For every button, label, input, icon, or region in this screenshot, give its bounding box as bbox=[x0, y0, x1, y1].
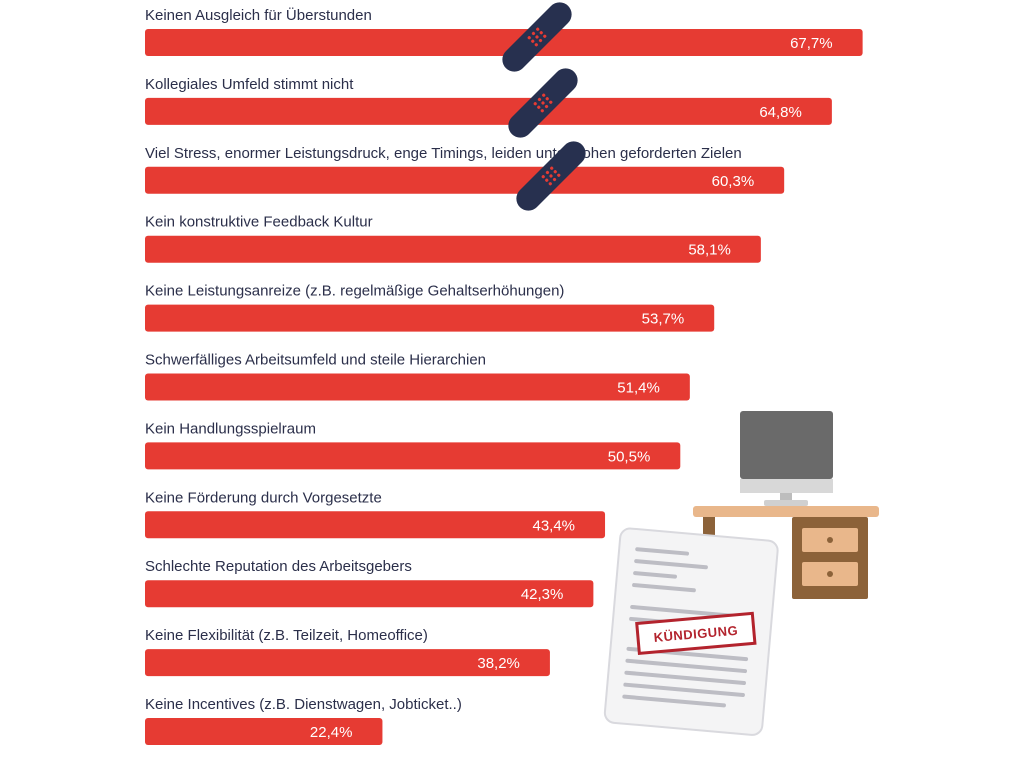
category-label: Keine Förderung durch Vorgesetzte bbox=[145, 489, 382, 506]
bar bbox=[145, 97, 832, 125]
value-label: 51,4% bbox=[617, 380, 660, 397]
desk-monitor-illustration bbox=[693, 411, 879, 599]
category-label: Schlechte Reputation des Arbeitsgebers bbox=[145, 558, 412, 575]
value-label: 42,3% bbox=[521, 586, 564, 603]
category-label: Keine Flexibilität (z.B. Teilzeit, Homeo… bbox=[145, 627, 428, 644]
termination-letter-illustration: KÜNDIGUNG bbox=[603, 527, 779, 736]
category-label: Keine Incentives (z.B. Dienstwagen, Jobt… bbox=[145, 696, 462, 713]
category-label: Schwerfälliges Arbeitsumfeld und steile … bbox=[145, 352, 486, 369]
bar bbox=[145, 580, 594, 608]
category-label: Kein Handlungsspielraum bbox=[145, 420, 316, 437]
category-label: Viel Stress, enormer Leistungsdruck, eng… bbox=[145, 145, 742, 162]
bar bbox=[145, 442, 681, 470]
category-label: Keine Leistungsanreize (z.B. regelmäßige… bbox=[145, 283, 564, 300]
bar bbox=[145, 511, 606, 539]
stamp-text: KÜNDIGUNG bbox=[653, 623, 739, 645]
bandage-icon bbox=[516, 141, 586, 211]
bar bbox=[145, 373, 690, 401]
bar bbox=[145, 166, 785, 194]
value-label: 53,7% bbox=[642, 311, 685, 328]
bandage-icon bbox=[508, 68, 578, 138]
value-label: 60,3% bbox=[712, 173, 755, 190]
value-label: 43,4% bbox=[532, 517, 575, 534]
value-label: 22,4% bbox=[310, 724, 353, 741]
category-label: Keinen Ausgleich für Überstunden bbox=[145, 6, 372, 24]
value-label: 67,7% bbox=[790, 35, 833, 52]
stamp: KÜNDIGUNG bbox=[635, 611, 757, 655]
value-label: 64,8% bbox=[759, 104, 802, 121]
category-label: Kollegiales Umfeld stimmt nicht bbox=[145, 76, 354, 93]
value-label: 58,1% bbox=[688, 242, 731, 259]
bar bbox=[145, 235, 761, 263]
bar bbox=[145, 29, 863, 56]
bars-layer: Keinen Ausgleich für Überstunden 67,7% Kol… bbox=[145, 6, 863, 745]
value-label: 38,2% bbox=[477, 655, 520, 672]
value-label: 50,5% bbox=[608, 448, 651, 465]
bar bbox=[145, 649, 550, 677]
bar bbox=[145, 304, 715, 332]
bar bbox=[145, 718, 383, 745]
category-label: Kein konstruktive Feedback Kultur bbox=[145, 214, 373, 231]
bandage-icon bbox=[502, 2, 572, 72]
